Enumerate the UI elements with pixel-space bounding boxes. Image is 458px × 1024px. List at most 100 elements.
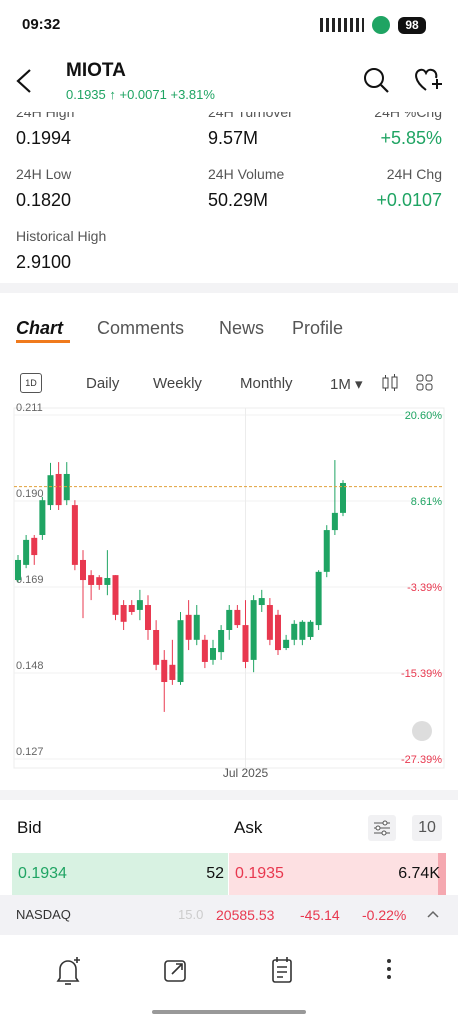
candle-body <box>218 630 225 653</box>
stat-value: 0.1820 <box>16 190 72 210</box>
bid-title: Bid <box>17 818 42 837</box>
ticker-value: 20585.53 <box>216 907 275 923</box>
tab-active[interactable]: Chart <box>16 318 64 338</box>
ticker-faded: 15.0 <box>178 907 204 922</box>
ask-row <box>229 853 438 895</box>
candle-body <box>145 605 151 630</box>
timeframe-label: 1M <box>330 376 351 393</box>
candle-body <box>23 539 30 565</box>
ask-size: 6.74K <box>398 865 440 882</box>
candle-body <box>55 473 62 506</box>
y-tick-label: 0.127 <box>16 746 44 758</box>
ask-price: 0.1935 <box>235 865 284 882</box>
candle-body <box>299 621 306 640</box>
candle-body <box>340 482 346 513</box>
stat-value: +5.85% <box>380 128 442 148</box>
timeframe[interactable]: Daily <box>86 375 120 392</box>
price-value: 0.1935 <box>66 87 106 102</box>
y2-tick-label: 8.61% <box>411 496 442 508</box>
candle-body <box>275 614 281 651</box>
candle-body <box>136 600 143 610</box>
y2-tick-label: -3.39% <box>407 582 442 594</box>
stat-label: 24H Volume <box>208 166 285 182</box>
price: 0.1935 ↑ +0.0071 +3.81% <box>66 87 215 102</box>
battery: 98 <box>398 17 426 34</box>
timeframe-1d[interactable]: 1D <box>20 373 42 393</box>
candle-body <box>242 625 249 662</box>
share-button[interactable] <box>164 960 186 982</box>
candle-body <box>291 623 298 640</box>
candle-body <box>307 621 314 637</box>
candle-body <box>39 500 46 535</box>
price-change: +0.0071 <box>119 87 167 102</box>
candle-body <box>120 605 127 622</box>
candle-body <box>266 605 273 640</box>
ticker-bar[interactable] <box>0 895 458 935</box>
candle-body <box>250 600 257 660</box>
timeframe[interactable]: Monthly <box>240 375 293 392</box>
candle-body <box>201 639 208 662</box>
divider <box>0 283 458 293</box>
candle-body <box>80 559 86 581</box>
bid-price: 0.1934 <box>18 865 67 882</box>
stat-value: 9.57M <box>208 128 259 148</box>
ticker-change-pct: -0.22% <box>362 907 407 923</box>
status-icon <box>372 16 390 34</box>
tab[interactable]: News <box>219 318 265 338</box>
candle-body <box>47 475 54 506</box>
tab-underline <box>16 340 70 343</box>
ticker-expand[interactable] <box>426 909 440 919</box>
candle-body <box>315 571 322 626</box>
candle-body <box>234 609 241 626</box>
candle-body <box>331 512 338 531</box>
ask-depth <box>438 853 446 895</box>
candle-body <box>88 575 95 585</box>
candle-body <box>177 620 184 683</box>
candle-body <box>283 639 290 649</box>
reset-button <box>412 721 432 741</box>
y2-tick-label: 20.60% <box>405 410 443 422</box>
stat-label: 24H Low <box>16 166 72 182</box>
y-tick-label: 0.190 <box>16 488 44 500</box>
y-tick-label: 0.211 <box>16 402 43 414</box>
candle-body <box>323 530 330 572</box>
settings-button[interactable] <box>368 815 396 841</box>
ticker-change: -45.14 <box>300 907 340 923</box>
stat-value: +0.0107 <box>376 190 442 210</box>
depth-button[interactable]: 10 <box>412 815 442 841</box>
more-button[interactable] <box>387 959 391 979</box>
candle-body <box>128 605 135 612</box>
candle-body <box>71 505 78 565</box>
bid-size: 52 <box>206 865 224 882</box>
stat-label: Historical High <box>16 228 107 244</box>
candle-body <box>96 577 103 585</box>
layout-toggle[interactable] <box>416 374 434 392</box>
y2-tick-label: -27.39% <box>401 754 442 766</box>
candle-toggle[interactable] <box>380 374 400 392</box>
candle-body <box>161 659 168 683</box>
stat-value: 2.9100 <box>16 252 72 272</box>
search-button[interactable] <box>362 66 390 94</box>
timeframe-more[interactable]: 1M ▾ <box>330 376 363 393</box>
scroll-mask <box>0 104 458 112</box>
bottom-nav <box>56 957 391 1014</box>
candle-body <box>210 648 216 660</box>
ticker-name: NASDAQ <box>16 907 71 922</box>
alert-button[interactable] <box>56 957 80 985</box>
watchlist-button[interactable] <box>412 66 444 94</box>
plot-frame <box>13 407 445 769</box>
tab[interactable]: Profile <box>292 318 344 338</box>
stat-label: 24H Chg <box>386 166 442 182</box>
title: MIOTA <box>66 60 126 81</box>
candlestick-chart: 0.211 0.190 0.169 0.148 0.127 20.60% 8.61% -3.3… <box>13 402 445 780</box>
status-time: 09:32 <box>22 16 61 33</box>
ask-title: Ask <box>234 818 263 837</box>
home-indicator <box>152 1010 306 1014</box>
timeframe[interactable]: Weekly <box>153 375 202 392</box>
candle-body <box>169 664 176 680</box>
back-button[interactable] <box>14 68 36 94</box>
notes-button[interactable] <box>272 957 292 983</box>
tab[interactable]: Comments <box>97 318 185 338</box>
stat-value: 50.29M <box>208 190 269 210</box>
